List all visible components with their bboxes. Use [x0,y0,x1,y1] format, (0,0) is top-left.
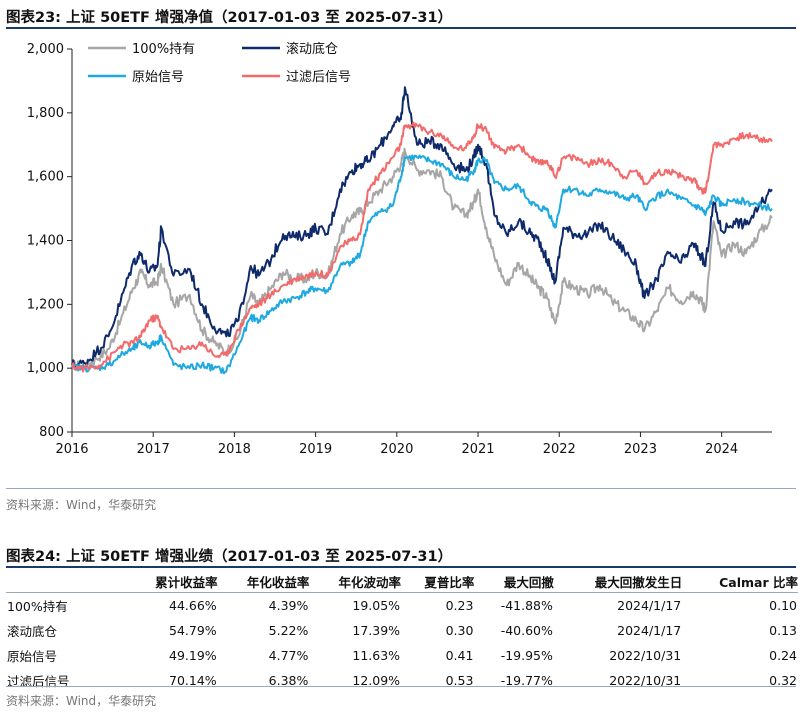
row-label: 原始信号 [7,649,58,664]
table-cell: 6.38% [268,673,309,688]
table-header-row: 累计收益率 年化收益率 年化波动率 夏普比率 最大回撤 最大回撤发生日 Calm… [6,570,798,593]
table-cell: 19.05% [352,598,401,613]
x-tick-label: 2024 [705,442,738,457]
table-cell: 0.23 [445,598,474,613]
y-tick-label: 1,800 [27,106,64,121]
table-cell: 0.30 [445,623,474,638]
legend-label: 滚动底仓 [286,41,338,57]
series-line-2 [71,86,773,370]
table-cell: 0.10 [769,598,797,613]
y-tick-label: 2,000 [27,42,64,57]
table-row: 100%持有 44.66% 4.39% 19.05% 0.23 -41.88% … [6,593,798,619]
row-label: 滚动底仓 [7,624,58,639]
figure2-title: 图表24: 上证 50ETF 增强业绩（2017-01-03 至 2025-07… [6,549,453,565]
figure2-title-rule [6,566,796,568]
figure1-title: 图表23: 上证 50ETF 增强净值（2017-01-03 至 2025-07… [6,10,453,26]
series-lines [71,86,773,375]
table-cell: 12.09% [352,673,401,688]
figure2-source: 资料来源：Wind，华泰研究 [6,694,157,708]
x-axis: 2016 2017 2018 2019 2020 2021 2022 2023 2024 [55,431,772,457]
header-cell: 累计收益率 [155,574,218,590]
series-line-3 [71,154,773,375]
legend-label: 100%持有 [132,42,195,57]
x-tick-label: 2018 [218,442,251,457]
x-tick-label: 2020 [380,442,413,457]
table-cell: 5.22% [268,623,309,638]
table-cell: 2024/1/17 [617,623,682,638]
table-row: 原始信号 49.19% 4.77% 11.63% 0.41 -19.95% 20… [6,643,798,668]
table-cell: 49.19% [169,648,217,663]
x-tick-label: 2016 [55,442,88,457]
series-line-1 [71,147,773,372]
header-cell: 年化收益率 [246,574,310,590]
series-line-4 [71,121,773,373]
table-cell: 0.53 [445,673,474,688]
table-cell: 2022/10/31 [609,648,682,663]
row-label: 100%持有 [7,599,68,614]
table-cell: -19.95% [500,648,553,663]
table-cell: 70.14% [169,673,217,688]
figure1-source: 资料来源：Wind，华泰研究 [6,498,157,512]
x-tick-label: 2022 [543,442,576,457]
table-cell: 0.24 [769,648,797,663]
table-cell: 17.39% [352,623,401,638]
table-cell: 44.66% [169,598,217,613]
y-tick-label: 800 [39,425,64,440]
table-cell: 0.32 [769,673,797,688]
row-label: 过滤后信号 [7,674,70,689]
header-cell: 最大回撤发生日 [594,574,683,590]
x-tick-label: 2023 [624,442,657,457]
table-cell: 2024/1/17 [617,598,682,613]
y-tick-label: 1,600 [27,170,64,185]
header-cell: 最大回撤 [503,574,554,590]
header-cell [6,570,126,593]
performance-table: 累计收益率 年化收益率 年化波动率 夏普比率 最大回撤 最大回撤发生日 Calm… [6,570,798,693]
y-tick-label: 1,200 [27,297,64,312]
x-tick-label: 2019 [299,442,332,457]
table-cell: -19.77% [500,673,553,688]
table-row: 过滤后信号 70.14% 6.38% 12.09% 0.53 -19.77% 2… [6,668,798,693]
figure2-bottom-rule [6,686,796,687]
table-cell: -40.60% [500,623,553,638]
table-cell: 0.13 [769,623,797,638]
table-cell: 0.41 [445,648,474,663]
header-cell: 年化波动率 [338,574,402,590]
legend-label: 原始信号 [132,70,184,85]
y-tick-label: 1,400 [27,234,64,249]
y-tick-label: 1,000 [27,361,64,376]
table-cell: 54.79% [169,623,217,638]
figure1-title-rule [6,27,796,29]
table-cell: 2022/10/31 [609,673,682,688]
figure1-bottom-rule [6,488,796,489]
header-cell: 夏普比率 [424,574,475,590]
x-tick-label: 2021 [461,442,494,457]
table-cell: -41.88% [500,598,553,613]
x-tick-label: 2017 [137,442,170,457]
table-cell: 11.63% [352,648,401,663]
table-row: 滚动底仓 54.79% 5.22% 17.39% 0.30 -40.60% 20… [6,618,798,643]
y-axis: 800 1,000 1,200 1,400 1,600 1,800 2,000 [27,42,73,440]
table-cell: 4.77% [268,648,309,663]
table-cell: 4.39% [268,598,309,613]
header-cell: Calmar 比率 [719,574,798,590]
legend-label: 过滤后信号 [286,70,351,85]
